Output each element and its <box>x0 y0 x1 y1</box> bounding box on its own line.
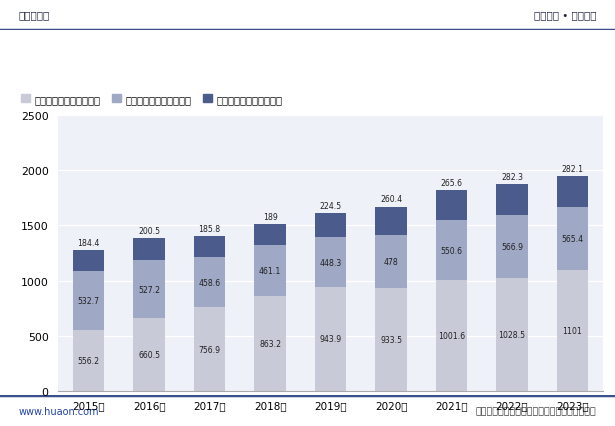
Text: 1028.5: 1028.5 <box>499 330 525 339</box>
Bar <box>375 288 407 391</box>
Bar <box>496 278 528 391</box>
Bar <box>496 216 528 278</box>
Text: 448.3: 448.3 <box>319 258 342 267</box>
Bar <box>255 245 286 296</box>
Bar <box>73 330 105 391</box>
Text: 2015-2023年怀化市第一、第二及第三产业增加值: 2015-2023年怀化市第一、第二及第三产业增加值 <box>167 47 448 65</box>
Text: 282.1: 282.1 <box>561 164 584 173</box>
Text: 863.2: 863.2 <box>259 339 281 348</box>
Bar <box>315 238 346 287</box>
Text: 478: 478 <box>384 257 399 267</box>
Text: 185.8: 185.8 <box>199 225 221 234</box>
Bar <box>194 257 225 308</box>
Bar <box>496 184 528 216</box>
Bar <box>315 287 346 391</box>
Bar <box>255 296 286 391</box>
Bar <box>73 271 105 330</box>
Bar <box>436 220 467 281</box>
Bar <box>375 207 407 236</box>
Bar <box>133 260 165 318</box>
Bar <box>73 251 105 271</box>
Bar <box>133 318 165 391</box>
Text: 458.6: 458.6 <box>199 278 221 287</box>
Bar <box>315 213 346 238</box>
Text: 556.2: 556.2 <box>77 356 100 365</box>
Bar <box>436 281 467 391</box>
Text: 527.2: 527.2 <box>138 285 160 294</box>
Text: 224.5: 224.5 <box>320 201 341 210</box>
Text: 184.4: 184.4 <box>77 239 100 248</box>
Text: 943.9: 943.9 <box>320 335 341 344</box>
Text: 532.7: 532.7 <box>77 296 100 305</box>
Text: 数据来源：湖南省统计局；华经产业研究院整理: 数据来源：湖南省统计局；华经产业研究院整理 <box>476 407 597 416</box>
Bar <box>557 270 588 391</box>
Text: 200.5: 200.5 <box>138 226 160 235</box>
Text: 566.9: 566.9 <box>501 242 523 251</box>
Text: 1001.6: 1001.6 <box>438 331 465 340</box>
Text: 华经情报网: 华经情报网 <box>18 10 50 20</box>
Text: 550.6: 550.6 <box>440 246 462 255</box>
Bar <box>436 191 467 220</box>
Text: 282.3: 282.3 <box>501 172 523 181</box>
Bar <box>133 238 165 260</box>
Text: 265.6: 265.6 <box>440 179 462 188</box>
Text: 1101: 1101 <box>563 326 582 335</box>
Text: 461.1: 461.1 <box>259 266 281 275</box>
Bar <box>557 207 588 270</box>
Text: www.huaon.com: www.huaon.com <box>18 406 99 416</box>
Text: 756.9: 756.9 <box>199 345 221 354</box>
Text: 660.5: 660.5 <box>138 350 160 359</box>
Bar <box>194 308 225 391</box>
Text: 565.4: 565.4 <box>561 234 584 243</box>
Legend: 第三产业增加值（亿元）, 第二产业增加值（亿元）, 第一产业增加值（亿元）: 第三产业增加值（亿元）, 第二产业增加值（亿元）, 第一产业增加值（亿元） <box>17 91 287 109</box>
Text: 专业严谨 • 客观科学: 专业严谨 • 客观科学 <box>534 10 597 20</box>
Bar <box>255 225 286 245</box>
Text: 189: 189 <box>263 213 277 222</box>
Bar <box>557 177 588 207</box>
Bar <box>375 236 407 288</box>
Text: 933.5: 933.5 <box>380 335 402 344</box>
Bar <box>194 237 225 257</box>
Text: 260.4: 260.4 <box>380 195 402 204</box>
